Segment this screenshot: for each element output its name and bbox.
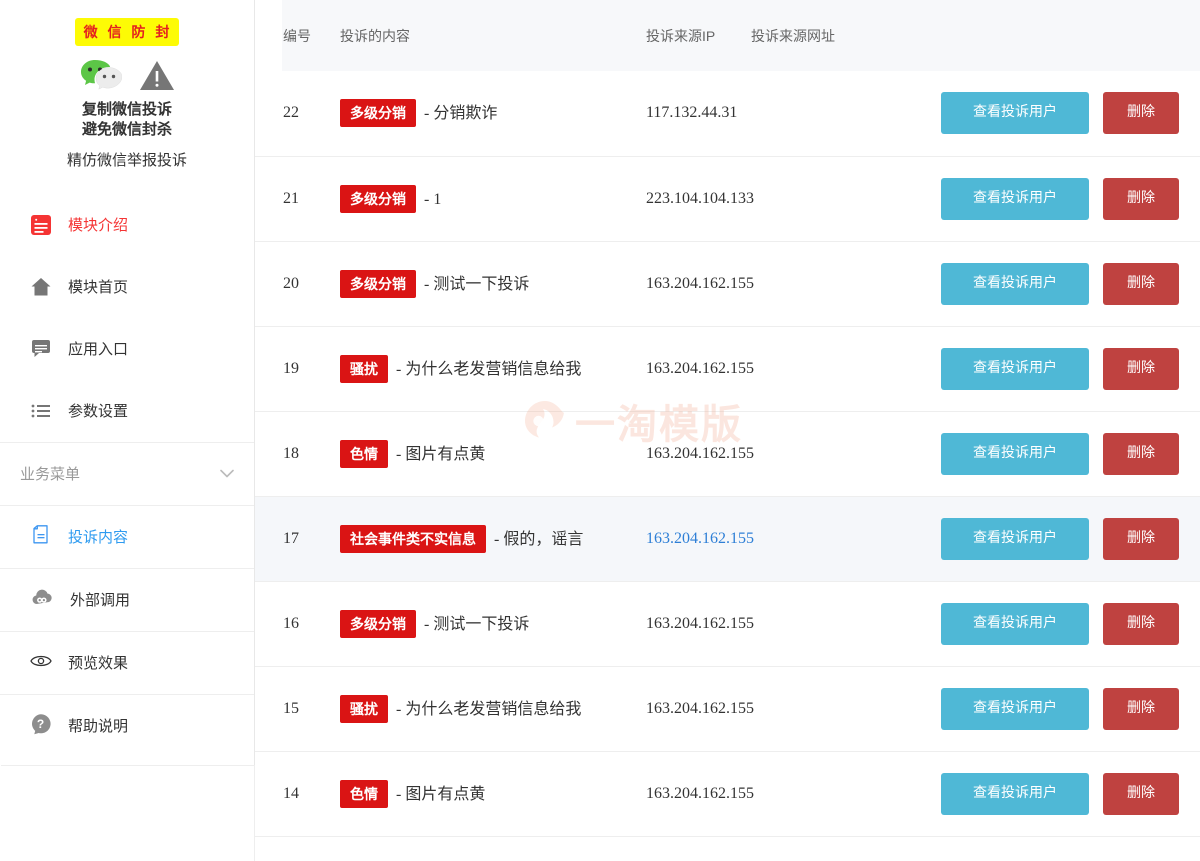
- svg-text:?: ?: [37, 717, 44, 731]
